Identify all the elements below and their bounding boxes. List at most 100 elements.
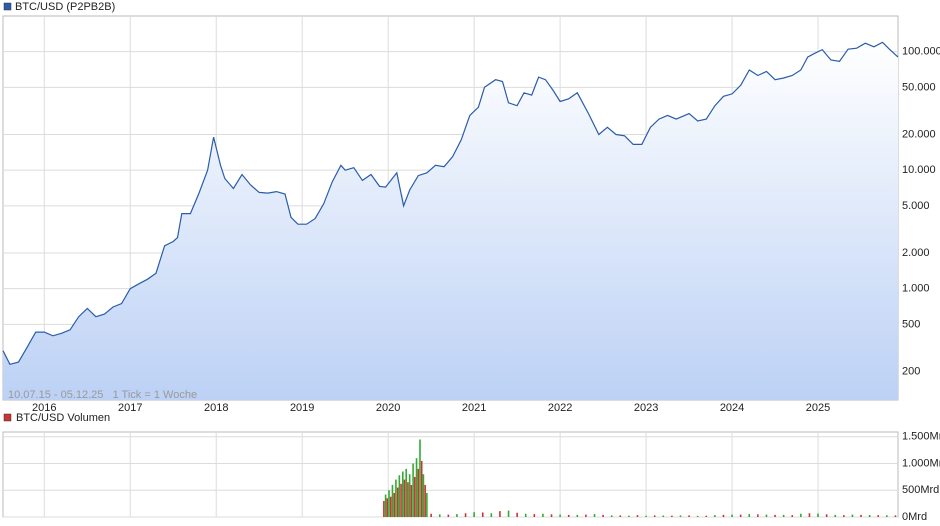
- volume-bar: [516, 512, 518, 517]
- volume-bar: [696, 515, 699, 517]
- volume-bar: [408, 474, 411, 517]
- y-tick-label: 20.000: [902, 128, 936, 140]
- x-tick-label: 2016: [32, 402, 56, 414]
- x-tick-label: 2025: [806, 402, 830, 414]
- x-tick-label: 2023: [634, 402, 658, 414]
- volume-bar: [426, 492, 428, 517]
- legend-label: BTC/USD (P2PB2B): [15, 1, 115, 13]
- volume-bar: [748, 514, 751, 517]
- y-tick-label: 500: [902, 318, 920, 330]
- y-tick-label: 10.000: [902, 164, 936, 176]
- volume-bar: [383, 500, 385, 517]
- volume-bar: [490, 513, 493, 517]
- volume-bar: [559, 514, 561, 517]
- volume-bar: [567, 514, 570, 517]
- volume-bar: [400, 483, 402, 517]
- volume-bar: [412, 463, 414, 517]
- volume-bar: [473, 512, 475, 517]
- volume-bar: [438, 514, 441, 517]
- volume-bar: [843, 515, 845, 517]
- legend-swatch: [3, 413, 12, 422]
- x-tick-label: 2018: [204, 402, 228, 414]
- y-tick-label: 5.000: [902, 200, 930, 212]
- volume-bar: [576, 514, 579, 517]
- volume-bar: [395, 479, 397, 517]
- volume-bar: [424, 484, 426, 517]
- volume-bar: [868, 514, 871, 517]
- volume-bar: [407, 482, 409, 517]
- volume-bar: [384, 494, 387, 517]
- volume-bar: [464, 513, 467, 517]
- volume-bar: [524, 513, 527, 517]
- volume-bar: [808, 513, 811, 517]
- volume-bar: [739, 514, 742, 517]
- volume-bar: [388, 490, 390, 517]
- volume-bar: [593, 514, 596, 517]
- volume-bar: [420, 460, 423, 517]
- volume-bar: [714, 515, 716, 517]
- volume-bar: [533, 514, 536, 517]
- volume-bar: [636, 515, 639, 517]
- volume-bar: [386, 498, 389, 517]
- volume-bar: [817, 513, 819, 517]
- volume-bar: [499, 511, 501, 517]
- volume-bar: [602, 514, 604, 517]
- x-tick-label: 2017: [118, 402, 142, 414]
- volume-bar: [414, 476, 416, 517]
- volume-bar: [415, 458, 418, 517]
- legend-swatch: [3, 2, 12, 11]
- volume-bar: [765, 514, 768, 517]
- volume-bar: [542, 513, 544, 517]
- price-line: [2, 41, 899, 366]
- volume-bar: [894, 515, 897, 517]
- legend-label: BTC/USD Volumen: [16, 412, 110, 424]
- volume-bar: [422, 474, 425, 517]
- y-tick-label: 2.000: [902, 247, 930, 259]
- volume-bar: [396, 487, 399, 517]
- volume-bar: [619, 515, 622, 517]
- x-tick-label: 2021: [462, 402, 486, 414]
- volume-bar: [877, 515, 880, 517]
- volume-bar: [722, 514, 725, 517]
- volume-bar: [705, 515, 708, 517]
- y-tick-label: 1.000: [902, 283, 930, 295]
- volume-bar: [645, 515, 647, 517]
- area: [3, 42, 898, 401]
- volume-bar: [393, 492, 395, 517]
- x-tick-label: 2020: [376, 402, 400, 414]
- y-tick-label: 50.000: [902, 81, 936, 93]
- y-tick-label: 500Mrd: [902, 484, 939, 496]
- x-tick-label: 2024: [720, 402, 744, 414]
- volume-bar: [456, 514, 458, 517]
- volume-bar: [851, 514, 854, 517]
- volume-bar: [447, 514, 450, 517]
- volume-bar: [507, 510, 510, 517]
- volume-bar: [782, 514, 785, 517]
- volume-bar: [389, 496, 392, 517]
- y-tick-label: 0Mrd: [902, 511, 927, 523]
- volume-bar: [825, 514, 828, 517]
- volume-bar: [550, 514, 553, 517]
- volume-bar: [662, 515, 665, 517]
- volume-bar: [679, 515, 682, 517]
- volume-bar: [481, 512, 484, 517]
- volume-bar: [671, 515, 673, 517]
- volume-bar: [585, 514, 587, 517]
- volume-bar: [688, 515, 690, 517]
- volume-bar: [791, 515, 794, 517]
- volume-bar: [410, 484, 413, 517]
- volume-bar: [419, 439, 421, 517]
- volume-bar: [417, 468, 420, 517]
- range-label: 10.07.15 - 05.12.25 1 Tick = 1 Woche: [8, 389, 197, 401]
- y-tick-label: 200: [902, 365, 920, 377]
- volume-bar: [628, 515, 630, 517]
- volume-bar: [391, 484, 394, 517]
- volume-bar: [774, 514, 776, 517]
- volume-bar: [886, 515, 888, 517]
- x-tick-label: 2019: [290, 402, 314, 414]
- volume-bar: [430, 513, 432, 517]
- volume-bar: [800, 513, 802, 517]
- volume-bar: [610, 515, 613, 517]
- volume-bar: [757, 514, 759, 517]
